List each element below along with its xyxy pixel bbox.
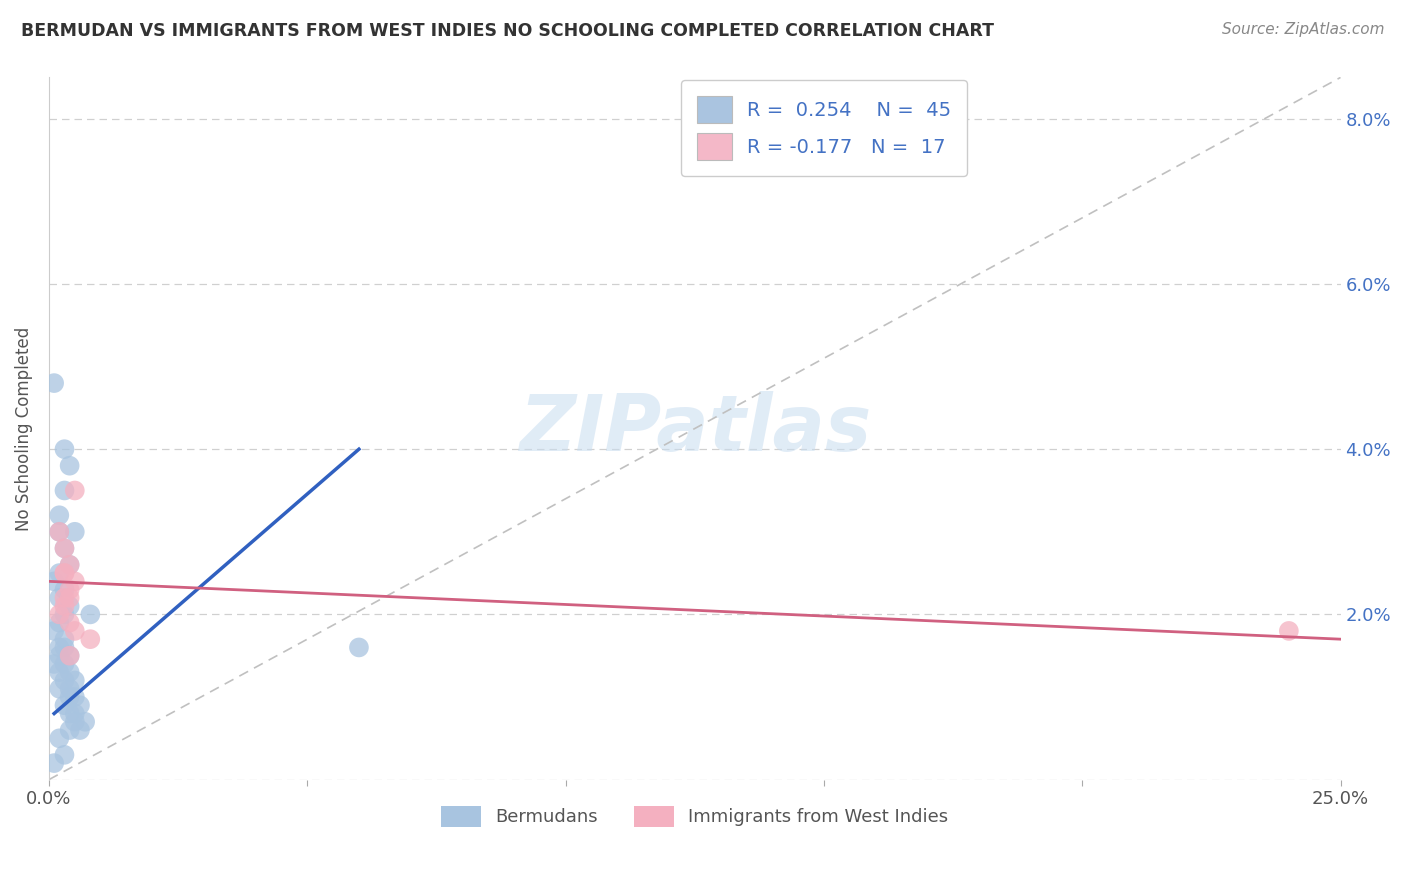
Point bbox=[48, 524, 70, 539]
Point bbox=[59, 665, 82, 680]
Point bbox=[59, 599, 82, 614]
Point bbox=[53, 632, 76, 647]
Point bbox=[59, 723, 82, 737]
Point bbox=[48, 665, 70, 680]
Point bbox=[59, 615, 82, 630]
Point bbox=[53, 541, 76, 556]
Point bbox=[44, 574, 66, 589]
Point bbox=[59, 558, 82, 572]
Point bbox=[44, 657, 66, 671]
Point bbox=[53, 483, 76, 498]
Point bbox=[53, 607, 76, 622]
Point bbox=[75, 714, 97, 729]
Point bbox=[53, 541, 76, 556]
Point bbox=[1278, 624, 1301, 638]
Text: Source: ZipAtlas.com: Source: ZipAtlas.com bbox=[1222, 22, 1385, 37]
Point bbox=[44, 376, 66, 390]
Point bbox=[63, 574, 86, 589]
Point bbox=[44, 624, 66, 638]
Point bbox=[53, 591, 76, 605]
Point bbox=[59, 582, 82, 597]
Point bbox=[59, 558, 82, 572]
Point bbox=[59, 681, 82, 696]
Point bbox=[63, 690, 86, 704]
Point bbox=[69, 698, 91, 713]
Point bbox=[347, 640, 370, 655]
Point bbox=[79, 632, 101, 647]
Point bbox=[53, 582, 76, 597]
Point bbox=[48, 566, 70, 580]
Point bbox=[53, 657, 76, 671]
Point bbox=[53, 599, 76, 614]
Text: BERMUDAN VS IMMIGRANTS FROM WEST INDIES NO SCHOOLING COMPLETED CORRELATION CHART: BERMUDAN VS IMMIGRANTS FROM WEST INDIES … bbox=[21, 22, 994, 40]
Point bbox=[59, 458, 82, 473]
Point bbox=[59, 706, 82, 721]
Point bbox=[44, 756, 66, 770]
Point bbox=[53, 747, 76, 762]
Point bbox=[48, 508, 70, 523]
Point bbox=[48, 681, 70, 696]
Point bbox=[63, 524, 86, 539]
Point bbox=[53, 566, 76, 580]
Point bbox=[63, 673, 86, 688]
Point bbox=[63, 706, 86, 721]
Point bbox=[48, 648, 70, 663]
Point bbox=[48, 591, 70, 605]
Point bbox=[48, 640, 70, 655]
Point bbox=[59, 690, 82, 704]
Point bbox=[79, 607, 101, 622]
Point bbox=[63, 483, 86, 498]
Point bbox=[59, 648, 82, 663]
Point bbox=[53, 442, 76, 457]
Point bbox=[53, 566, 76, 580]
Point bbox=[53, 698, 76, 713]
Point bbox=[63, 714, 86, 729]
Point bbox=[59, 648, 82, 663]
Point bbox=[48, 607, 70, 622]
Point bbox=[53, 673, 76, 688]
Point bbox=[69, 723, 91, 737]
Point bbox=[53, 640, 76, 655]
Point bbox=[59, 591, 82, 605]
Text: ZIPatlas: ZIPatlas bbox=[519, 391, 870, 467]
Point bbox=[48, 524, 70, 539]
Legend: Bermudans, Immigrants from West Indies: Bermudans, Immigrants from West Indies bbox=[434, 798, 956, 834]
Point bbox=[63, 624, 86, 638]
Y-axis label: No Schooling Completed: No Schooling Completed bbox=[15, 326, 32, 531]
Point bbox=[48, 731, 70, 746]
Point bbox=[48, 615, 70, 630]
